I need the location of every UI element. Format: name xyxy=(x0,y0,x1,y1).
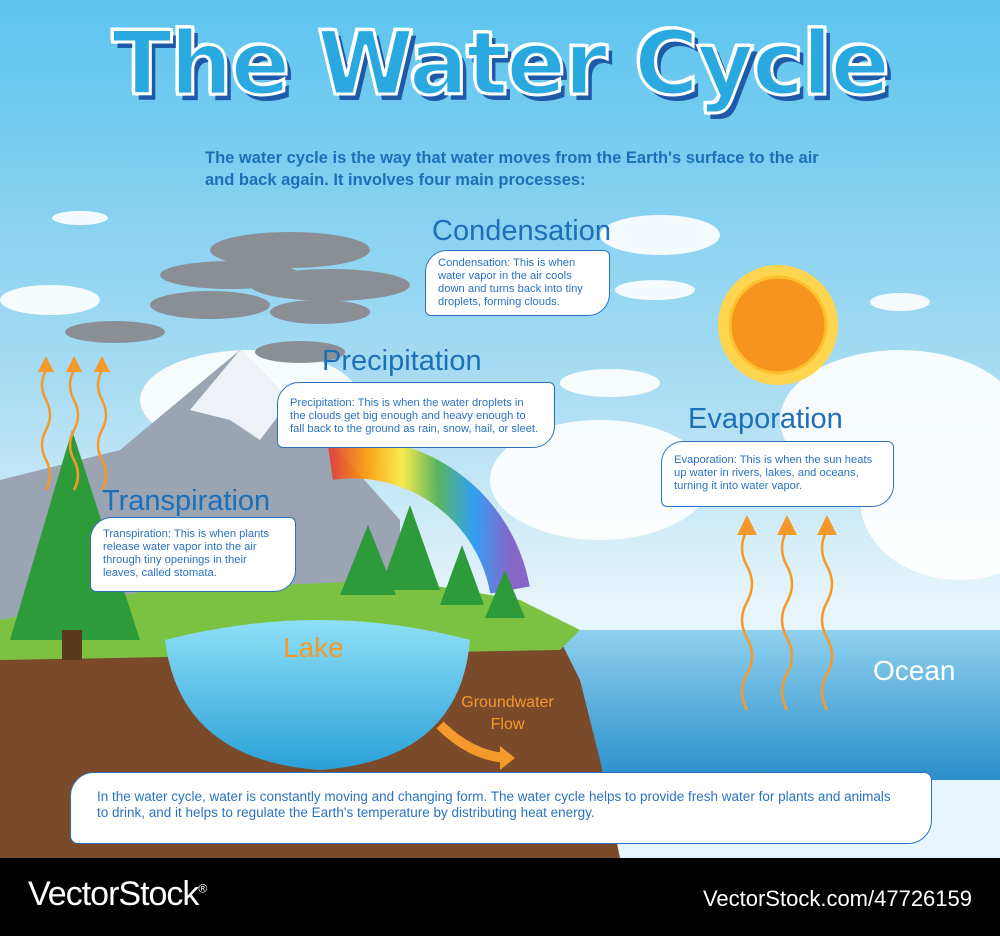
lake-label: Lake xyxy=(283,632,344,663)
groundwater-label: Groundwater Flow xyxy=(455,694,560,734)
brand-name: VectorStock xyxy=(28,875,199,913)
ocean-label: Ocean xyxy=(873,655,956,686)
evaporation-heading: Evaporation xyxy=(688,403,843,435)
lake xyxy=(165,620,470,770)
image-url: VectorStock.com/47726159 xyxy=(702,886,972,911)
condensation-heading: Condensation xyxy=(432,215,611,247)
summary-box: In the water cycle, water is constantly … xyxy=(70,772,932,844)
vapor-arrowheads xyxy=(38,356,837,535)
ocean xyxy=(560,630,1000,780)
groundwater-label-line1: Groundwater xyxy=(461,694,554,711)
transpiration-box: Transpiration: This is when plants relea… xyxy=(90,517,296,592)
precipitation-heading: Precipitation xyxy=(322,345,482,377)
rainbow xyxy=(327,438,530,594)
transpiration-heading: Transpiration xyxy=(102,485,271,517)
sun xyxy=(718,265,838,385)
intro-text: The water cycle is the way that water mo… xyxy=(205,149,819,189)
evaporation-box: Evaporation: This is when the sun heats … xyxy=(661,441,894,507)
vapor-arrows xyxy=(40,369,834,711)
brand-logo: VectorStock® xyxy=(28,875,207,914)
groundwater-label-line2: Flow xyxy=(490,716,525,733)
condensation-box: Condensation: This is when water vapor i… xyxy=(425,250,610,316)
groundwater-arrow-head xyxy=(500,746,515,770)
groundwater-arrow xyxy=(436,721,506,763)
white-clouds xyxy=(0,211,1000,580)
brand-mark: ® xyxy=(198,881,207,896)
footer-bar xyxy=(0,858,1000,936)
page-title: The Water Cycle xyxy=(110,11,891,117)
rain-clouds xyxy=(65,232,410,363)
precipitation-box: Precipitation: This is when the water dr… xyxy=(277,382,555,448)
